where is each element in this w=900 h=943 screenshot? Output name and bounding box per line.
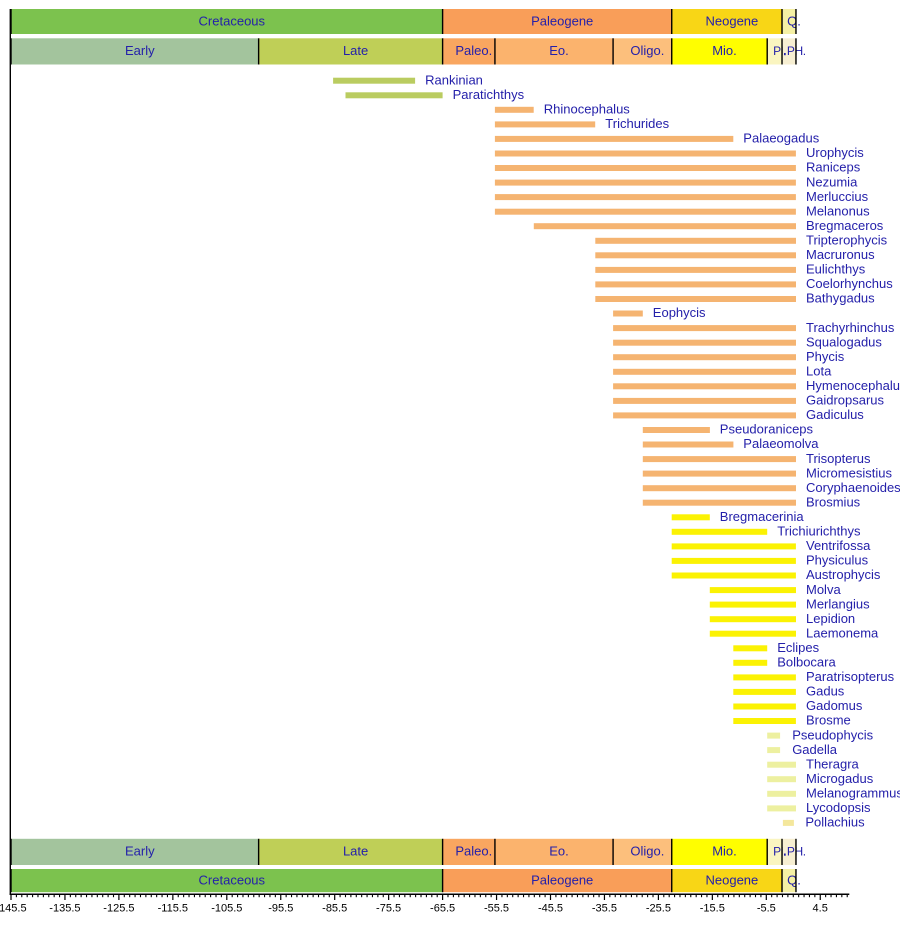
svg-text:-145.5: -145.5: [0, 903, 27, 915]
svg-text:Pseudoraniceps: Pseudoraniceps: [720, 422, 814, 437]
svg-text:Merluccius: Merluccius: [806, 189, 869, 204]
svg-text:-115.5: -115.5: [158, 903, 188, 915]
svg-text:Gaidropsarus: Gaidropsarus: [806, 393, 885, 408]
svg-text:Melanonus: Melanonus: [806, 203, 870, 218]
svg-text:Nezumia: Nezumia: [806, 174, 858, 189]
svg-text:Raniceps: Raniceps: [806, 160, 861, 175]
svg-text:Pl: Pl: [773, 845, 783, 859]
svg-text:Bregmacerinia: Bregmacerinia: [720, 509, 805, 524]
svg-text:Brosme: Brosme: [806, 713, 851, 728]
svg-text:Neogene: Neogene: [706, 872, 759, 887]
svg-text:Cretaceous: Cretaceous: [199, 13, 266, 28]
svg-text:Phycis: Phycis: [806, 349, 845, 364]
svg-text:Austrophycis: Austrophycis: [806, 567, 881, 582]
svg-text:Hymenocephalus: Hymenocephalus: [806, 378, 900, 393]
svg-text:Late: Late: [343, 43, 368, 58]
svg-text:Lepidion: Lepidion: [806, 611, 855, 626]
svg-text:Oligo.: Oligo.: [630, 43, 664, 58]
svg-text:Bolbocara: Bolbocara: [777, 655, 836, 670]
svg-text:-65.5: -65.5: [430, 903, 455, 915]
svg-text:Mio.: Mio.: [712, 844, 737, 859]
svg-text:Oligo.: Oligo.: [630, 844, 664, 859]
svg-text:-105.5: -105.5: [211, 903, 242, 915]
svg-text:Trisopterus: Trisopterus: [806, 451, 871, 466]
svg-text:Gadus: Gadus: [806, 684, 845, 699]
svg-text:Urophycis: Urophycis: [806, 145, 864, 160]
svg-text:Trachyrhinchus: Trachyrhinchus: [806, 320, 895, 335]
svg-text:Physiculus: Physiculus: [806, 553, 869, 568]
svg-text:Rhinocephalus: Rhinocephalus: [544, 102, 631, 117]
svg-text:Eo.: Eo.: [549, 43, 569, 58]
svg-text:Coryphaenoides: Coryphaenoides: [806, 480, 900, 495]
svg-text:-95.5: -95.5: [268, 903, 293, 915]
svg-text:Theragra: Theragra: [806, 756, 860, 771]
svg-text:-45.5: -45.5: [538, 903, 563, 915]
svg-text:Q.: Q.: [787, 872, 801, 887]
svg-text:Squalogadus: Squalogadus: [806, 334, 882, 349]
svg-text:Paratrisopterus: Paratrisopterus: [806, 669, 895, 684]
svg-text:Paleogene: Paleogene: [531, 13, 593, 28]
svg-text:Lycodopsis: Lycodopsis: [806, 800, 871, 815]
svg-text:Paleo.: Paleo.: [455, 43, 492, 58]
svg-text:Trichiurichthys: Trichiurichthys: [777, 524, 861, 539]
svg-text:Bathygadus: Bathygadus: [806, 291, 875, 306]
svg-text:Eophycis: Eophycis: [653, 305, 706, 320]
svg-text:-25.5: -25.5: [646, 903, 671, 915]
svg-text:Coelorhynchus: Coelorhynchus: [806, 276, 893, 291]
svg-text:Rankinian: Rankinian: [425, 72, 483, 87]
svg-text:Merlangius: Merlangius: [806, 596, 870, 611]
svg-text:Neogene: Neogene: [706, 13, 759, 28]
svg-text:Eclipes: Eclipes: [777, 640, 819, 655]
svg-text:Early: Early: [125, 844, 155, 859]
svg-text:-15.5: -15.5: [700, 903, 725, 915]
svg-text:Lota: Lota: [806, 364, 832, 379]
svg-text:Palaeogadus: Palaeogadus: [743, 131, 819, 146]
svg-text:Micromesistius: Micromesistius: [806, 465, 892, 480]
svg-text:4.5: 4.5: [813, 903, 828, 915]
svg-text:Melanogrammus: Melanogrammus: [806, 786, 900, 801]
svg-text:Q.: Q.: [787, 13, 801, 28]
svg-text:-55.5: -55.5: [484, 903, 509, 915]
svg-text:-75.5: -75.5: [376, 903, 401, 915]
svg-text:Pollachius: Pollachius: [805, 815, 865, 830]
svg-text:Brosmius: Brosmius: [806, 494, 861, 509]
svg-text:Laemonema: Laemonema: [806, 625, 879, 640]
svg-text:Molva: Molva: [806, 582, 841, 597]
svg-text:Palaeomolva: Palaeomolva: [743, 436, 819, 451]
svg-text:Ventrifossa: Ventrifossa: [806, 538, 871, 553]
svg-text:Macruronus: Macruronus: [806, 247, 875, 262]
svg-text:Late: Late: [343, 844, 368, 859]
svg-text:Bregmaceros: Bregmaceros: [806, 218, 884, 233]
svg-text:Pseudophycis: Pseudophycis: [792, 727, 873, 742]
svg-text:Mio.: Mio.: [712, 43, 737, 58]
svg-text:Early: Early: [125, 43, 155, 58]
svg-text:Cretaceous: Cretaceous: [199, 872, 266, 887]
svg-text:Microgadus: Microgadus: [806, 771, 874, 786]
svg-text:-125.5: -125.5: [103, 903, 134, 915]
svg-text:Tripterophycis: Tripterophycis: [806, 233, 888, 248]
svg-text:-35.5: -35.5: [592, 903, 617, 915]
svg-text:Gadomus: Gadomus: [806, 698, 863, 713]
svg-text:Trichurides: Trichurides: [605, 116, 669, 131]
svg-text:Gadiculus: Gadiculus: [806, 407, 864, 422]
svg-text:-85.5: -85.5: [322, 903, 347, 915]
svg-text:Paleogene: Paleogene: [531, 872, 593, 887]
svg-text:Eulichthys: Eulichthys: [806, 262, 866, 277]
svg-text:-135.5: -135.5: [49, 903, 80, 915]
svg-text:-5.5: -5.5: [757, 903, 776, 915]
svg-text:Eo.: Eo.: [549, 844, 569, 859]
svg-text:Gadella: Gadella: [792, 742, 838, 757]
svg-text:Paratichthys: Paratichthys: [453, 87, 525, 102]
svg-text:Paleo.: Paleo.: [455, 844, 492, 859]
svg-text:Pl: Pl: [773, 44, 783, 58]
